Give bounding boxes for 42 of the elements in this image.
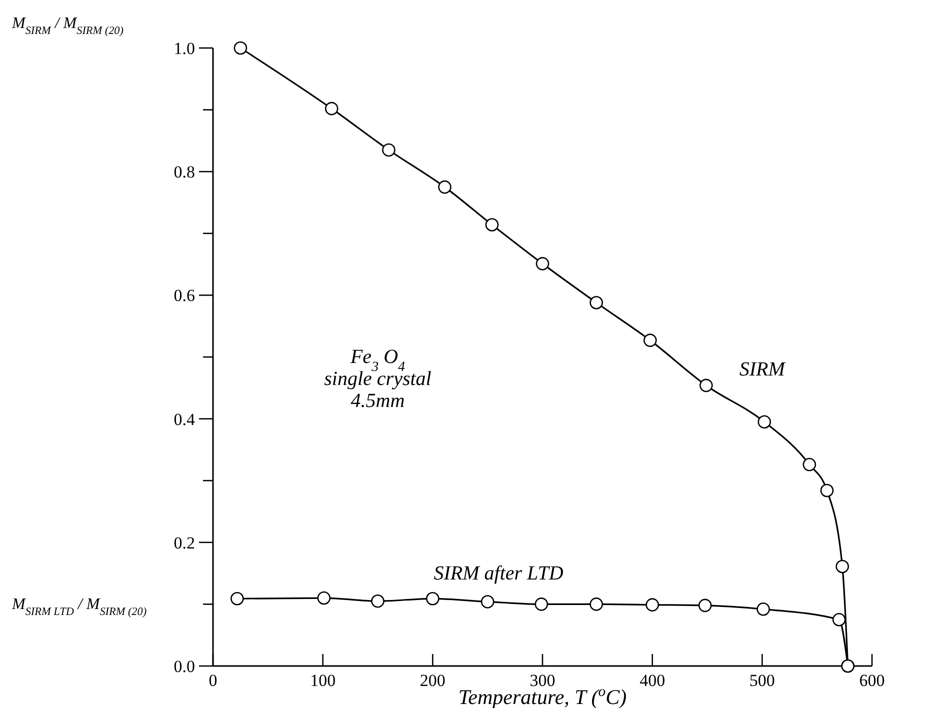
point (480, 595, 494, 608)
series-label: SIRM (739, 358, 786, 381)
y-axis-title: M$_{SIRM}$ / M$_{SIRM (20)}$ (11, 15, 124, 37)
point (426, 592, 440, 606)
x-tick-label: 0 (208, 671, 218, 690)
y-tick-label: 1.0 (174, 39, 195, 58)
x-tick-label: 200 (420, 671, 446, 690)
point (590, 296, 603, 310)
point (324, 102, 338, 116)
y-tick-label: 0.8 (174, 162, 195, 182)
point (230, 592, 244, 606)
point (371, 594, 384, 608)
y-tick-label: 0.4 (174, 410, 196, 429)
point (646, 598, 659, 612)
point (317, 591, 331, 605)
point (820, 484, 834, 498)
point (756, 602, 770, 616)
point (802, 458, 816, 472)
point (590, 598, 603, 611)
point (234, 41, 248, 55)
point (382, 143, 396, 157)
x-tick-label: 100 (310, 671, 336, 690)
x-tick-label: 300 (530, 671, 556, 690)
point (534, 598, 548, 611)
y-tick-label: 0.2 (174, 533, 195, 552)
point (836, 560, 849, 574)
point (700, 378, 713, 392)
x-tick-label: 500 (749, 671, 775, 690)
point (643, 334, 657, 347)
x-tick-label: 600 (859, 671, 885, 690)
text: M$_{SIRM LTD}$ / M$_{SIRM (20)}$ (11, 596, 147, 618)
y-tick-label: 0.0 (174, 657, 195, 676)
point (536, 257, 550, 270)
x-tick-label: 400 (640, 671, 666, 690)
y-tick-label: 0.6 (174, 286, 195, 306)
point (438, 180, 452, 194)
point (832, 613, 846, 626)
point (485, 218, 499, 232)
series-label: SIRM after LTD (434, 562, 564, 584)
point (758, 415, 772, 429)
point (698, 598, 712, 612)
annotation: Fe$_{3}$ O$_{4}$ single crystal 4.5mm (324, 346, 432, 412)
